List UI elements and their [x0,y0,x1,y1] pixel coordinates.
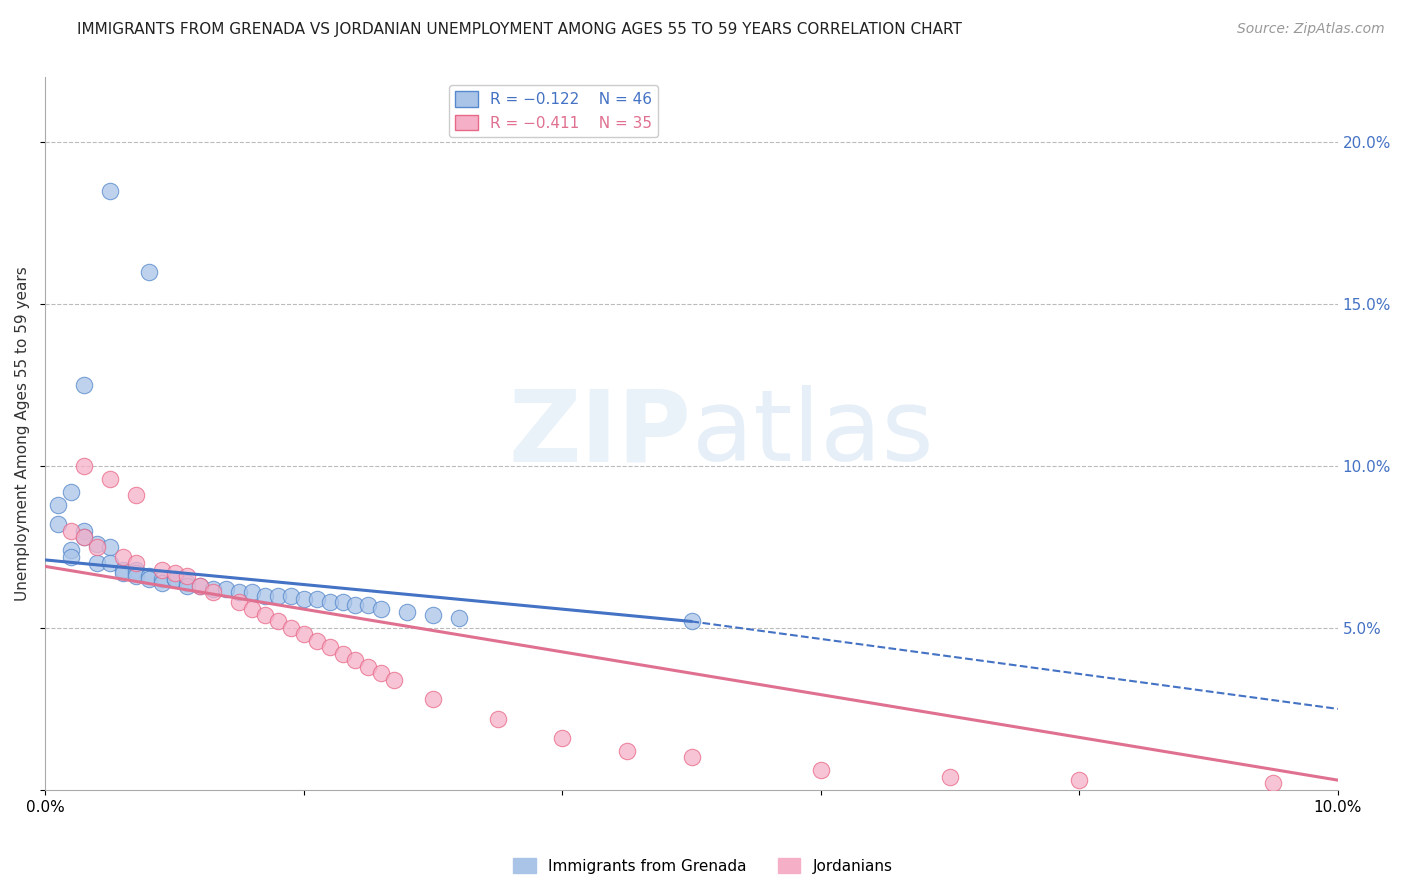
Point [46,517,69,532]
Point [382,673,405,687]
Point [486,712,509,726]
Point [370,666,392,681]
Point [125,569,148,583]
Point [253,607,276,622]
Point [1263,776,1285,790]
Legend: R = −0.122    N = 46, R = −0.411    N = 35: R = −0.122 N = 46, R = −0.411 N = 35 [449,85,658,136]
Point [138,265,160,279]
Point [176,575,198,590]
Legend: Immigrants from Grenada, Jordanians: Immigrants from Grenada, Jordanians [508,852,898,880]
Point [60,524,83,538]
Point [318,640,340,655]
Point [60,549,83,564]
Point [60,543,83,558]
Point [60,484,83,499]
Point [150,573,173,587]
Point [163,566,186,580]
Point [332,595,354,609]
Text: IMMIGRANTS FROM GRENADA VS JORDANIAN UNEMPLOYMENT AMONG AGES 55 TO 59 YEARS CORR: IMMIGRANTS FROM GRENADA VS JORDANIAN UNE… [77,22,962,37]
Point [305,591,328,606]
Point [125,563,148,577]
Point [228,585,250,599]
Point [422,692,444,706]
Point [86,556,108,570]
Point [125,488,148,502]
Point [447,611,470,625]
Point [1069,773,1091,788]
Point [292,591,315,606]
Point [681,615,703,629]
Point [396,605,419,619]
Point [125,556,148,570]
Point [939,770,962,784]
Point [138,573,160,587]
Point [190,579,212,593]
Point [267,589,290,603]
Point [138,569,160,583]
Point [86,540,108,554]
Point [616,744,638,758]
Point [292,627,315,641]
Point [422,607,444,622]
Point [163,573,186,587]
Point [98,556,121,570]
Point [163,573,186,587]
Point [810,764,832,778]
Point [228,595,250,609]
Point [190,579,212,593]
Point [332,647,354,661]
Point [280,589,302,603]
Point [202,582,225,596]
Point [150,575,173,590]
Point [46,498,69,512]
Point [240,585,263,599]
Point [176,579,198,593]
Y-axis label: Unemployment Among Ages 55 to 59 years: Unemployment Among Ages 55 to 59 years [15,267,30,601]
Point [111,566,134,580]
Point [98,184,121,198]
Point [357,599,380,613]
Point [202,585,225,599]
Point [344,653,367,667]
Point [73,530,96,544]
Point [73,458,96,473]
Point [98,540,121,554]
Point [176,569,198,583]
Point [215,582,238,596]
Point [681,750,703,764]
Point [73,524,96,538]
Point [551,731,574,745]
Point [344,599,367,613]
Point [86,537,108,551]
Point [125,566,148,580]
Point [73,378,96,392]
Point [111,549,134,564]
Text: ZIP: ZIP [509,385,692,483]
Point [357,660,380,674]
Point [370,601,392,615]
Point [318,595,340,609]
Point [280,621,302,635]
Point [240,601,263,615]
Point [98,472,121,486]
Point [253,589,276,603]
Text: atlas: atlas [692,385,934,483]
Point [150,563,173,577]
Point [267,615,290,629]
Point [305,633,328,648]
Text: Source: ZipAtlas.com: Source: ZipAtlas.com [1237,22,1385,37]
Point [111,563,134,577]
Point [73,530,96,544]
